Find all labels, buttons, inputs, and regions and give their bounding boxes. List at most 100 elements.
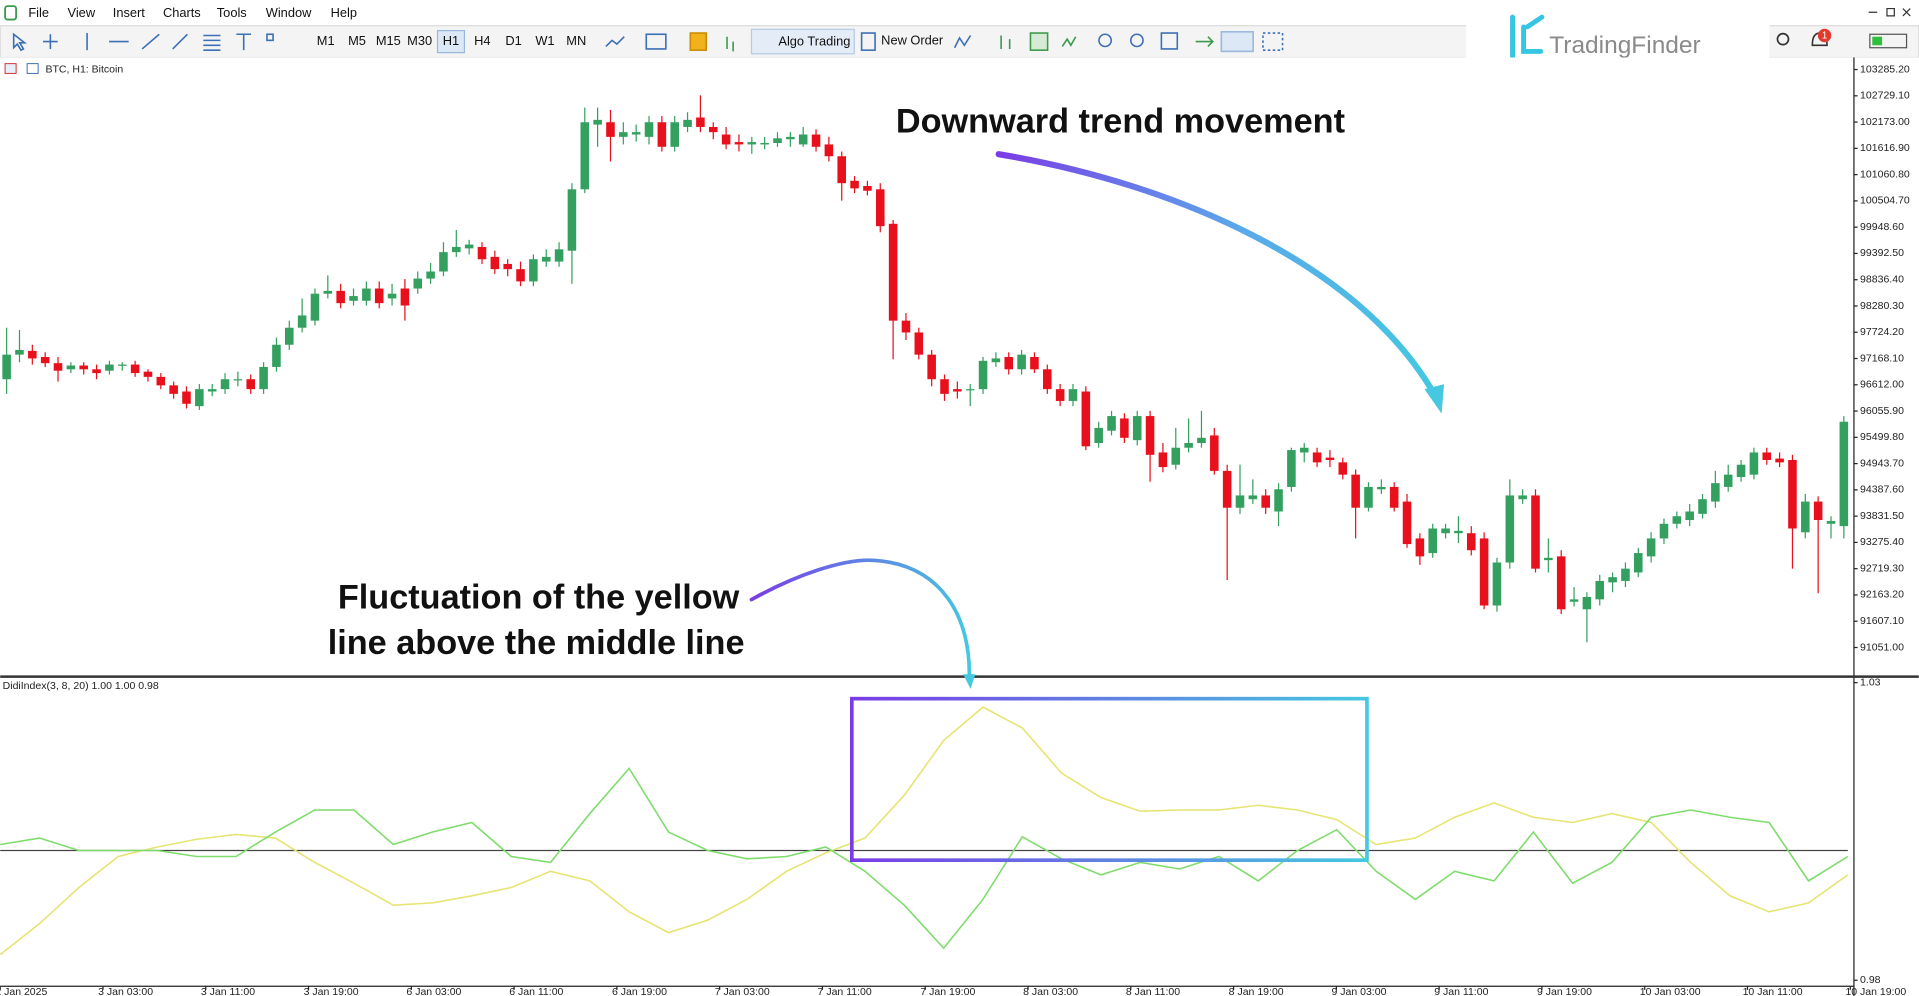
candle-body (1197, 437, 1206, 443)
candle-body (747, 142, 757, 145)
candle-body (1544, 557, 1553, 561)
indicators[interactable] (953, 35, 972, 49)
menu-item[interactable]: Charts (163, 5, 201, 20)
y-tick-label: 103285.20 (1860, 63, 1910, 75)
candles-icon[interactable] (1029, 32, 1049, 51)
zoom-out[interactable] (1130, 33, 1144, 48)
candle-body (1518, 495, 1527, 500)
timeframe-button[interactable]: M5 (348, 33, 366, 48)
candle-body (156, 376, 166, 386)
menu-item[interactable]: Help (331, 5, 357, 20)
timeframe-button[interactable]: M15 (376, 33, 401, 48)
candle-body (387, 293, 397, 299)
candle-body (786, 136, 795, 140)
candle-body (1325, 457, 1335, 461)
candle-body (1441, 528, 1450, 534)
zoom-in[interactable] (1098, 33, 1113, 48)
menu-item[interactable]: Window (266, 5, 312, 20)
x-tick-label: 3 Jan 11:00 (201, 986, 255, 996)
y-tick-label: 92163.20 (1860, 589, 1904, 601)
candle-body (452, 246, 461, 253)
candle-body (1454, 530, 1463, 534)
fibo-tool[interactable] (203, 34, 221, 51)
timeframe-button[interactable]: H1 (443, 33, 459, 48)
candle-body (644, 122, 654, 137)
signals[interactable] (726, 36, 734, 52)
timeframe-button[interactable]: W1 (535, 33, 554, 48)
order-icon[interactable] (860, 32, 876, 51)
candle-body (734, 142, 744, 145)
x-tick-label: 3 Jan 03:00 (98, 986, 153, 996)
candle-body (953, 389, 962, 392)
candle-body (336, 290, 345, 304)
candle-body (464, 244, 474, 249)
candle-body (683, 119, 692, 127)
candle-body (272, 344, 281, 367)
candle-body (1428, 528, 1438, 554)
search-icon[interactable] (1776, 32, 1790, 46)
candle-body (863, 186, 872, 191)
x-tick-label: 3 Jan 19:00 (304, 986, 359, 996)
menu-item[interactable]: Tools (217, 5, 247, 20)
x-tick-label: 8 Jan 11:00 (1126, 986, 1180, 996)
candle-body (1338, 462, 1348, 475)
candle-body (1775, 458, 1784, 463)
indicator-line (0, 706, 1849, 956)
x-tick-label: 10 Jan 03:00 (1640, 986, 1701, 996)
notification-count: 1 (1822, 31, 1827, 42)
candle-body (580, 122, 590, 190)
crosshair-tool[interactable] (43, 34, 58, 49)
candle-body (991, 358, 1001, 363)
autoscroll[interactable] (1195, 36, 1214, 48)
candle-body (1839, 421, 1849, 527)
new-order-label[interactable]: New Order (881, 32, 944, 47)
candle-body (362, 288, 371, 301)
timeframe-button[interactable]: M30 (407, 33, 432, 48)
shift-button[interactable] (1220, 31, 1254, 53)
candle-body (477, 246, 487, 260)
market-icon[interactable] (689, 32, 708, 51)
chart-window (0, 57, 1919, 996)
y-tick-label: 98836.40 (1860, 273, 1904, 285)
y-tick-label: 91051.00 (1860, 641, 1904, 653)
candle-body (284, 327, 294, 345)
candle-body (1389, 486, 1399, 508)
timeframe-button[interactable]: H4 (474, 33, 490, 48)
menu-item[interactable]: View (68, 5, 96, 20)
line-icon[interactable] (1061, 36, 1077, 47)
menu-item[interactable]: File (28, 5, 49, 20)
candle-body (79, 365, 88, 370)
candle-body (143, 371, 153, 377)
shapes-tool[interactable] (266, 33, 274, 42)
trendline-tool[interactable] (141, 33, 160, 50)
bars-icon[interactable] (1000, 35, 1011, 49)
y-tick-label: 94943.70 (1860, 457, 1904, 469)
timeframe-button[interactable]: D1 (505, 33, 521, 48)
y-tick-label: 98280.30 (1860, 300, 1904, 312)
tile[interactable] (1160, 32, 1179, 50)
candle-body (169, 385, 178, 394)
chart-title: BTC, H1: Bitcoin (45, 64, 123, 76)
screenshot[interactable] (1262, 32, 1284, 51)
candle-body (349, 296, 358, 301)
chart-type[interactable] (605, 36, 625, 48)
cursor-tool[interactable] (12, 32, 27, 52)
candle-body (657, 122, 667, 147)
candle-body (1184, 442, 1193, 448)
text-tool[interactable] (236, 33, 252, 51)
algo-trading-button[interactable] (750, 28, 855, 55)
timeframe-active (436, 29, 466, 54)
x-tick-label: 9 Jan 11:00 (1434, 986, 1488, 996)
timeframe-button[interactable]: MN (566, 33, 586, 48)
candle-body (1492, 562, 1502, 606)
timeframe-button[interactable]: M1 (317, 33, 335, 48)
candle-body (1235, 495, 1245, 508)
candle-body (631, 132, 641, 135)
menu-item[interactable]: Insert (113, 5, 146, 20)
candle-body (246, 379, 256, 390)
channel-tool[interactable] (172, 33, 188, 50)
algo-trading-label[interactable]: Algo Trading (778, 34, 850, 49)
templates[interactable] (645, 33, 667, 50)
window-controls[interactable] (1868, 7, 1911, 17)
candle-body (1081, 391, 1091, 447)
